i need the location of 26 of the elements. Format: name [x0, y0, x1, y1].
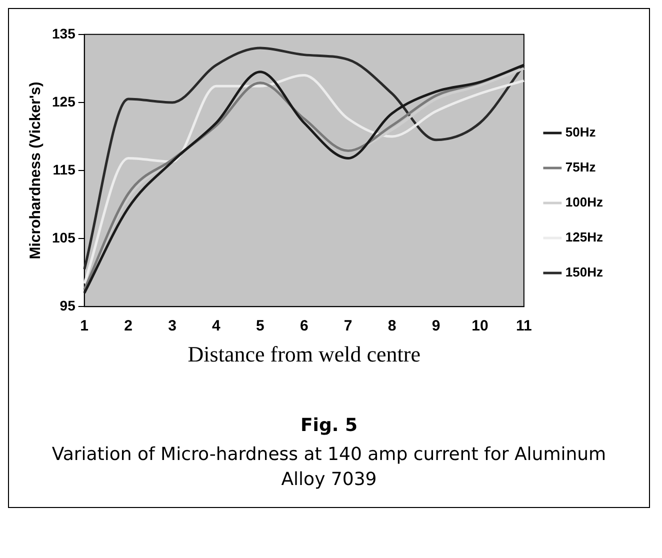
legend-label: 100Hz: [565, 194, 604, 210]
x-tick-label: 9: [432, 318, 440, 335]
x-tick-label: 1: [80, 318, 89, 335]
y-tick-label: 125: [52, 93, 76, 110]
text: Variation of Micro-hardness at 140 amp current for Aluminum Alloy 7039: [50, 443, 608, 492]
x-tick-label: 10: [472, 318, 488, 335]
x-tick-label: 3: [168, 318, 176, 335]
x-tick-label: 5: [256, 318, 264, 335]
y-tick-label: 105: [52, 229, 76, 246]
legend-label: 125Hz: [565, 230, 604, 245]
y-tick-label: 115: [52, 161, 76, 178]
y-tick-label: 135: [52, 25, 76, 42]
x-tick-label: 4: [212, 318, 222, 335]
x-tick-label: 6: [300, 318, 308, 335]
y-tick-label: 95: [60, 297, 76, 314]
x-tick-label: 7: [344, 318, 352, 335]
x-axis-title: Distance from weld centre: [188, 342, 421, 367]
legend-label: 150Hz: [565, 264, 604, 280]
x-tick-label: 8: [388, 318, 396, 335]
y-axis-title: Microhardness (Vicker's): [27, 82, 44, 260]
legend-label: 50Hz: [565, 124, 596, 140]
line-series: [83, 46, 526, 270]
x-tick-label: 11: [516, 318, 532, 335]
caption: Fig. 5: [300, 414, 358, 438]
legend-label: 75Hz: [565, 160, 596, 175]
x-tick-label: 2: [124, 318, 132, 335]
